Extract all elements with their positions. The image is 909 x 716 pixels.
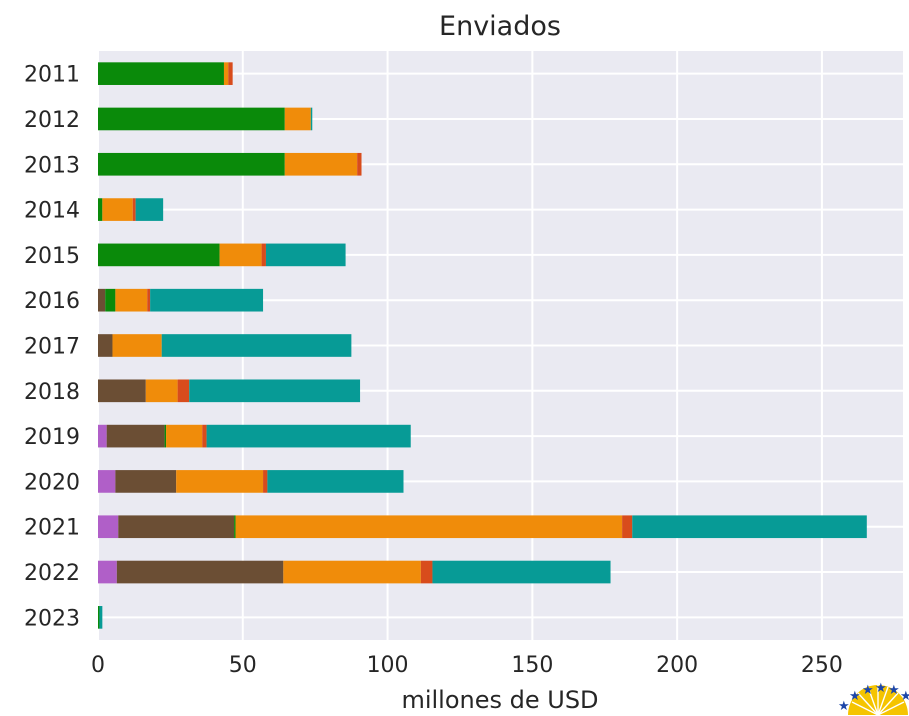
svg-text:★: ★	[838, 699, 850, 714]
bar-segment-2012-series-3	[98, 107, 285, 131]
bar-segment-2015-series-5	[261, 243, 266, 267]
bar-segment-2017-series-2	[98, 334, 113, 357]
bar-segment-2019-series-2	[106, 424, 165, 448]
bar-segment-2021-series-3	[234, 515, 236, 539]
chart-title: Enviados	[439, 11, 561, 42]
x-tick-label: 200	[656, 653, 698, 678]
x-tick-labels: 0 50 100 150 200 250	[91, 653, 843, 678]
bar-segment-2014-series-6	[135, 198, 164, 221]
y-tick-label: 2012	[24, 108, 80, 133]
y-tick-label: 2019	[24, 425, 80, 450]
bars	[98, 62, 867, 629]
y-tick-label: 2017	[24, 335, 80, 360]
bar-segment-2011-series-3	[98, 62, 224, 85]
bar-segment-2015-series-3	[98, 243, 220, 267]
bar-segment-2013-series-5	[357, 152, 362, 176]
svg-text:★: ★	[849, 689, 861, 704]
bar-segment-2011-series-5	[228, 62, 233, 85]
bar-segment-2022-series-2	[116, 560, 284, 584]
y-tick-labels: 2011 2012 2013 2014 2015 2016 2017 2018 2019 2020…	[24, 63, 80, 632]
svg-text:★: ★	[862, 683, 874, 698]
bar-segment-2020-series-6	[267, 470, 404, 493]
bar-segment-2018-series-6	[189, 379, 361, 403]
bar-segment-2021-series-5	[622, 515, 633, 539]
x-tick-label: 150	[511, 653, 553, 678]
x-tick-label: 0	[91, 653, 105, 678]
bar-segment-2019-series-1	[98, 424, 107, 448]
y-tick-label: 2016	[24, 289, 80, 314]
bar-segment-2016-series-2	[98, 288, 106, 312]
bar-segment-2016-series-6	[150, 288, 264, 312]
bar-segment-2016-series-4	[115, 288, 148, 312]
bar-segment-2021-series-6	[632, 515, 867, 539]
bar-segment-2014-series-5	[132, 198, 136, 221]
bar-segment-2018-series-5	[177, 379, 190, 403]
stars-sun-logo-icon: ★ ★ ★ ★ ★ ★	[838, 681, 909, 716]
bar-segment-2021-series-4	[235, 515, 623, 539]
svg-text:★: ★	[900, 689, 909, 704]
bar-segment-2012-series-4	[284, 107, 311, 131]
svg-text:★: ★	[875, 681, 887, 696]
x-tick-label: 100	[367, 653, 409, 678]
y-tick-label: 2013	[24, 153, 80, 178]
bar-segment-2018-series-4	[145, 379, 178, 403]
bar-segment-2022-series-6	[432, 560, 611, 584]
bar-segment-2016-series-5	[147, 288, 151, 312]
bar-segment-2017-series-6	[161, 334, 352, 357]
bar-segment-2020-series-2	[115, 470, 177, 493]
x-tick-label: 250	[801, 653, 843, 678]
bar-segment-2017-series-4	[112, 334, 162, 357]
bar-segment-2019-series-6	[206, 424, 411, 448]
bar-segment-2016-series-3	[105, 288, 116, 312]
bar-segment-2013-series-4	[284, 152, 358, 176]
bar-segment-2011-series-4	[223, 62, 229, 85]
y-tick-label: 2023	[24, 606, 80, 631]
bar-segment-2018-series-2	[98, 379, 146, 403]
y-tick-label: 2014	[24, 199, 80, 224]
bar-segment-2015-series-4	[219, 243, 262, 267]
y-tick-label: 2022	[24, 561, 80, 586]
bar-segment-2023-series-6	[99, 606, 103, 629]
bar-segment-2014-series-4	[102, 198, 133, 221]
bar-segment-2020-series-5	[263, 470, 268, 493]
bar-segment-2020-series-4	[176, 470, 264, 493]
bar-segment-2015-series-6	[265, 243, 346, 267]
svg-text:★: ★	[888, 683, 900, 698]
y-tick-label: 2011	[24, 63, 80, 88]
bar-segment-2014-series-3	[98, 198, 103, 221]
bar-segment-2021-series-2	[118, 515, 235, 539]
bar-segment-2020-series-1	[98, 470, 116, 493]
bar-segment-2012-series-6	[310, 107, 313, 131]
x-axis-label: millones de USD	[401, 686, 598, 714]
bar-segment-2019-series-3	[164, 424, 167, 448]
bar-segment-2022-series-4	[283, 560, 421, 584]
y-tick-label: 2020	[24, 470, 80, 495]
x-tick-label: 50	[229, 653, 257, 678]
y-tick-label: 2018	[24, 380, 80, 405]
bar-segment-2023-series-3	[98, 606, 100, 629]
bar-segment-2022-series-5	[420, 560, 433, 584]
bar-segment-2013-series-3	[98, 152, 285, 176]
bar-segment-2019-series-4	[166, 424, 203, 448]
y-tick-label: 2021	[24, 516, 80, 541]
bar-segment-2022-series-1	[98, 560, 117, 584]
bar-segment-2021-series-1	[98, 515, 119, 539]
y-tick-label: 2015	[24, 244, 80, 269]
bar-segment-2019-series-5	[202, 424, 207, 448]
